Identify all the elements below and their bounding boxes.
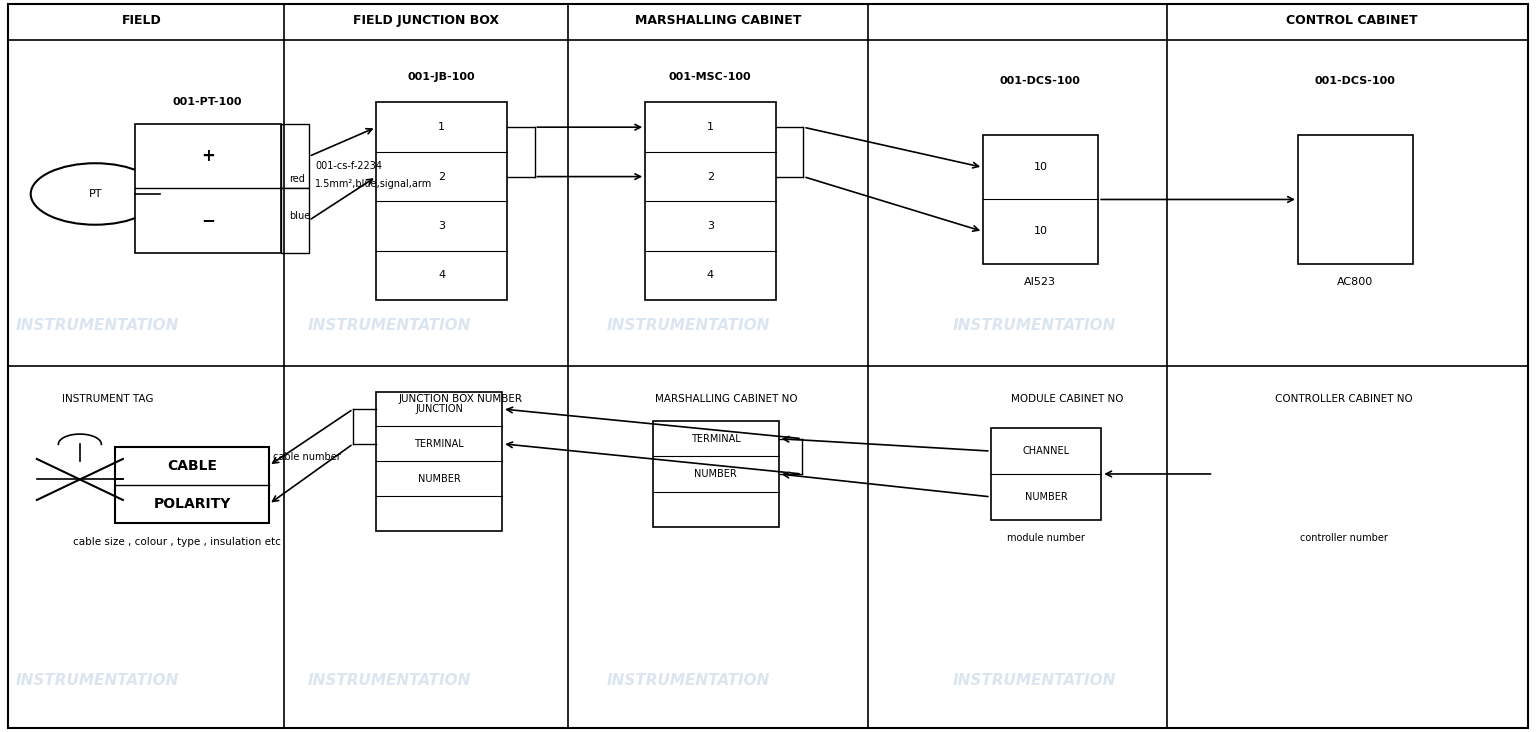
Text: CONTROLLER CABINET NO: CONTROLLER CABINET NO [1275, 394, 1413, 404]
Text: TERMINAL: TERMINAL [415, 438, 464, 449]
Bar [1298, 135, 1413, 264]
Text: red: red [289, 174, 304, 184]
Text: INSTRUMENTATION: INSTRUMENTATION [15, 318, 178, 333]
Text: cable size , colour , type , insulation etc: cable size , colour , type , insulation … [72, 537, 281, 547]
Bar [653, 421, 779, 527]
Text: CABLE: CABLE [167, 459, 217, 473]
Text: INSTRUMENTATION: INSTRUMENTATION [607, 673, 770, 688]
Text: 1: 1 [438, 122, 445, 132]
Text: INSTRUMENTATION: INSTRUMENTATION [952, 673, 1115, 688]
Text: 001-JB-100: 001-JB-100 [407, 72, 475, 82]
Text: 3: 3 [438, 221, 445, 231]
Text: 001-DCS-100: 001-DCS-100 [1315, 75, 1395, 86]
Text: 001-cs-f-2234: 001-cs-f-2234 [315, 161, 382, 171]
Text: 2: 2 [438, 171, 445, 182]
Text: INSTRUMENTATION: INSTRUMENTATION [15, 673, 178, 688]
Text: 3: 3 [707, 221, 714, 231]
Bar [281, 124, 309, 189]
Text: module number: module number [1008, 533, 1084, 543]
Bar [645, 102, 776, 300]
Bar [376, 102, 507, 300]
Text: JUNCTION: JUNCTION [415, 404, 464, 414]
Text: FIELD: FIELD [123, 14, 161, 27]
Text: 4: 4 [707, 270, 714, 280]
Bar [983, 135, 1098, 264]
Text: CHANNEL: CHANNEL [1023, 446, 1069, 456]
Text: CONTROL CABINET: CONTROL CABINET [1286, 14, 1418, 27]
Text: PT: PT [89, 189, 101, 199]
Text: INSTRUMENTATION: INSTRUMENTATION [307, 673, 470, 688]
Text: TERMINAL: TERMINAL [691, 433, 740, 444]
Text: NUMBER: NUMBER [694, 469, 737, 479]
Text: MARSHALLING CABINET: MARSHALLING CABINET [634, 14, 802, 27]
Bar [115, 447, 269, 523]
Text: 10: 10 [1034, 163, 1048, 173]
Text: blue: blue [289, 211, 310, 221]
Text: 001-MSC-100: 001-MSC-100 [668, 72, 751, 82]
Bar [135, 124, 281, 253]
Text: 1.5mm²,blue,signal,arm: 1.5mm²,blue,signal,arm [315, 179, 432, 190]
Text: INSTRUMENTATION: INSTRUMENTATION [952, 318, 1115, 333]
Bar [376, 392, 502, 531]
Text: AC800: AC800 [1336, 277, 1373, 287]
Text: FIELD JUNCTION BOX: FIELD JUNCTION BOX [353, 14, 499, 27]
Text: 4: 4 [438, 270, 445, 280]
Bar [991, 428, 1101, 520]
Text: INSTRUMENT TAG: INSTRUMENT TAG [61, 394, 154, 404]
Text: NUMBER: NUMBER [418, 474, 461, 484]
Text: −: − [201, 212, 215, 230]
Text: MODULE CABINET NO: MODULE CABINET NO [1011, 394, 1124, 404]
Text: NUMBER: NUMBER [1025, 492, 1068, 502]
Text: 1: 1 [707, 122, 714, 132]
Text: 001-PT-100: 001-PT-100 [172, 97, 243, 108]
Text: 2: 2 [707, 171, 714, 182]
Text: cable number: cable number [273, 452, 341, 463]
Text: INSTRUMENTATION: INSTRUMENTATION [607, 318, 770, 333]
Text: POLARITY: POLARITY [154, 497, 230, 511]
Bar [281, 189, 309, 253]
Text: MARSHALLING CABINET NO: MARSHALLING CABINET NO [656, 394, 797, 404]
Text: +: + [201, 147, 215, 165]
Text: AI523: AI523 [1025, 277, 1055, 287]
Text: 10: 10 [1034, 226, 1048, 236]
Text: INSTRUMENTATION: INSTRUMENTATION [307, 318, 470, 333]
Text: JUNCTION BOX NUMBER: JUNCTION BOX NUMBER [399, 394, 522, 404]
Text: 001-DCS-100: 001-DCS-100 [1000, 75, 1080, 86]
Text: controller number: controller number [1299, 533, 1389, 543]
